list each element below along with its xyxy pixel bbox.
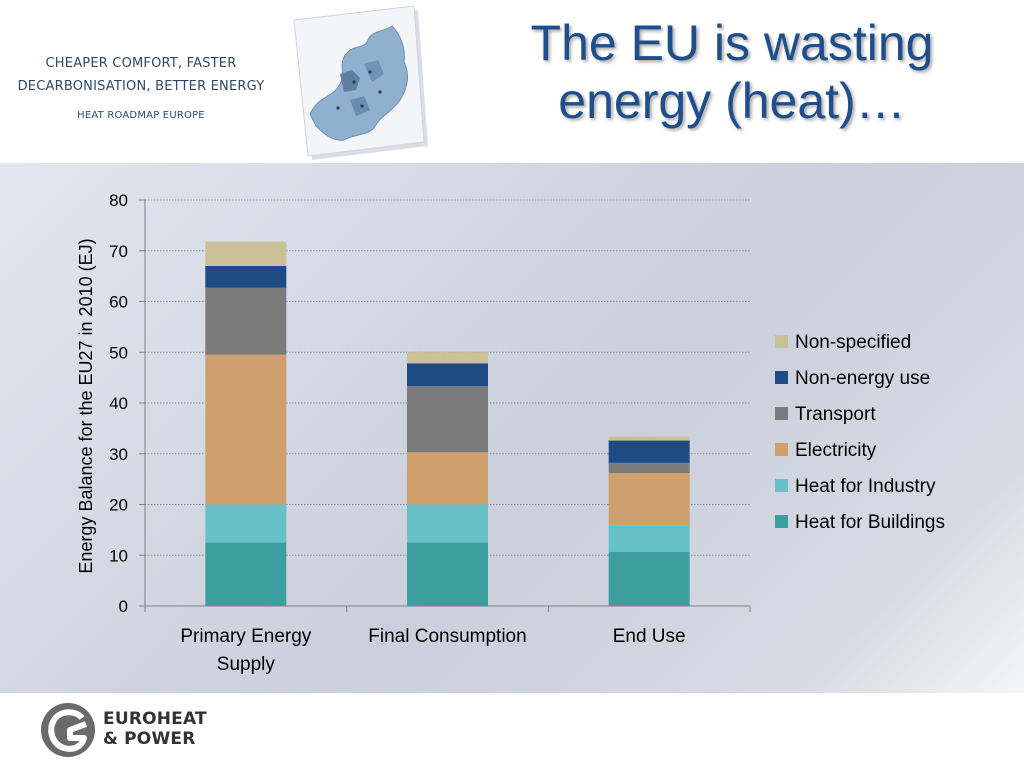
bar-segment xyxy=(407,386,488,453)
bar-segment xyxy=(205,504,287,543)
bar-segment xyxy=(608,551,690,606)
slide-header: CHEAPER COMFORT, FASTER DECARBONISATION,… xyxy=(0,0,1024,163)
europe-map-icon xyxy=(293,5,428,160)
bar-segment xyxy=(205,241,287,266)
tagline-roadmap: HEAT ROADMAP EUROPE xyxy=(77,110,205,121)
legend-label: Heat for Buildings xyxy=(795,512,945,533)
logo-text-line-2: & POWER xyxy=(103,729,196,749)
bar-segment xyxy=(608,436,690,441)
legend-swatch xyxy=(775,443,788,456)
bar-segment xyxy=(205,542,287,606)
legend-label: Non-energy use xyxy=(795,368,930,389)
legend-label: Heat for Industry xyxy=(795,476,936,497)
y-tick-label: 20 xyxy=(109,496,128,515)
bar-segment xyxy=(407,352,488,364)
slide-title-line-2: energy (heat)… xyxy=(558,73,906,129)
axis-labels: 0 10 20 30 40 50 60 70 80 Primary Energy Supply Fin… xyxy=(76,191,686,675)
y-tick-label: 40 xyxy=(109,394,128,413)
x-category-label: Primary Energy xyxy=(180,626,311,647)
legend-swatch xyxy=(775,479,788,492)
slide-footer xyxy=(0,693,1024,768)
slide-title-line-1: The EU is wasting xyxy=(530,15,934,71)
bar-segment xyxy=(407,452,488,505)
slide-title: The EU is wasting energy (heat)… xyxy=(440,14,1024,130)
bar-segment xyxy=(608,525,690,552)
bar-segment xyxy=(407,542,488,606)
bar-segment xyxy=(205,265,287,288)
legend-swatch xyxy=(775,371,788,384)
chart-panel: 0 10 20 30 40 50 60 70 80 Primary Energy Supply Fin… xyxy=(0,163,1024,693)
legend: Non-specified Non-energy use Transport Elec… xyxy=(775,332,945,533)
y-tick-label: 70 xyxy=(109,242,128,261)
y-tick-label: 30 xyxy=(109,445,128,464)
y-axis-title: Energy Balance for the EU27 in 2010 (EJ) xyxy=(76,238,96,573)
stacked-bar-chart: 0 10 20 30 40 50 60 70 80 Primary Energy Supply Fin… xyxy=(76,191,945,675)
tagline-line-2: DECARBONISATION, BETTER ENERGY xyxy=(17,79,265,94)
bars xyxy=(205,241,690,606)
y-tick-label: 0 xyxy=(119,597,128,616)
y-tick-label: 80 xyxy=(109,191,128,210)
bar-segment xyxy=(608,473,690,526)
y-tick-label: 60 xyxy=(109,293,128,312)
x-category-label: End Use xyxy=(613,626,686,647)
legend-swatch xyxy=(775,515,788,528)
bar-segment xyxy=(608,440,690,463)
bar-segment xyxy=(205,287,287,355)
bar-segment xyxy=(407,363,488,387)
euroheat-logo-icon xyxy=(41,703,95,757)
legend-swatch xyxy=(775,335,788,348)
tagline-line-1: CHEAPER COMFORT, FASTER xyxy=(45,56,237,71)
x-category-label: Supply xyxy=(217,654,276,675)
legend-label: Electricity xyxy=(795,440,877,461)
bar-segment xyxy=(407,504,488,543)
bar-segment xyxy=(205,354,287,505)
y-tick-label: 10 xyxy=(109,546,128,565)
x-category-label: Final Consumption xyxy=(368,626,526,647)
legend-label: Transport xyxy=(795,404,876,425)
logo-text-line-1: EUROHEAT xyxy=(103,709,207,729)
legend-label: Non-specified xyxy=(795,332,911,353)
legend-swatch xyxy=(775,407,788,420)
bar-segment xyxy=(608,462,690,474)
y-tick-label: 50 xyxy=(109,343,128,362)
